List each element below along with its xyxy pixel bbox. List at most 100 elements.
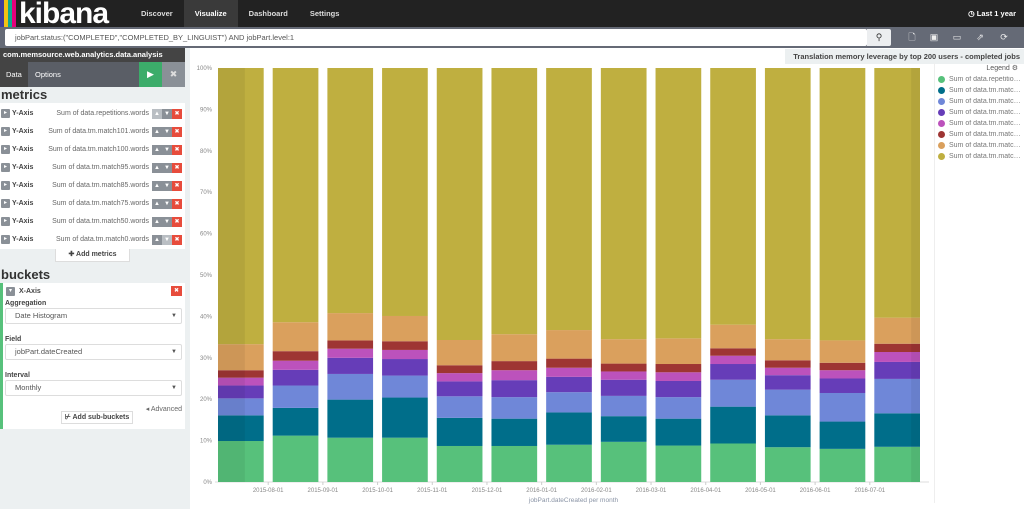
move-down-icon[interactable]: ▼: [162, 145, 172, 155]
bar-segment[interactable]: [382, 359, 428, 376]
bar-segment[interactable]: [764, 415, 811, 448]
bar-segment[interactable]: [327, 313, 374, 341]
search-button[interactable]: ⚲: [867, 29, 891, 46]
bar-segment[interactable]: [874, 361, 920, 379]
metric-row[interactable]: ▸ Y-Axis Sum of data.repetitions.words ▲…: [0, 105, 185, 123]
bar-segment[interactable]: [764, 375, 811, 390]
bar-segment[interactable]: [655, 338, 702, 365]
expand-icon[interactable]: ▸: [1, 127, 10, 136]
bar-segment[interactable]: [218, 68, 264, 345]
bar-segment[interactable]: [819, 448, 866, 482]
expand-icon[interactable]: ▸: [1, 235, 10, 244]
expand-icon[interactable]: ▸: [1, 109, 10, 118]
bar-segment[interactable]: [272, 360, 319, 370]
bar-segment[interactable]: [436, 365, 483, 374]
move-down-icon[interactable]: ▼: [162, 181, 172, 191]
bar-segment[interactable]: [382, 375, 428, 398]
bar-segment[interactable]: [600, 416, 647, 442]
discard-button[interactable]: ✖: [162, 62, 185, 87]
bar-segment[interactable]: [710, 348, 756, 356]
nav-settings[interactable]: Settings: [309, 9, 340, 18]
bar-segment[interactable]: [436, 373, 483, 382]
move-down-icon[interactable]: ▼: [162, 109, 172, 119]
expand-icon[interactable]: ▸: [1, 145, 10, 154]
bar-segment[interactable]: [272, 407, 319, 436]
bar-segment[interactable]: [327, 373, 374, 400]
timepicker[interactable]: ◷ Last 1 year: [968, 0, 1016, 27]
remove-metric-icon[interactable]: ✖: [172, 163, 182, 173]
bar-segment[interactable]: [874, 352, 920, 362]
metric-row[interactable]: ▸ Y-Axis Sum of data.tm.match75.words ▲ ▼…: [0, 195, 185, 213]
metric-row[interactable]: ▸ Y-Axis Sum of data.tm.match101.words ▲…: [0, 123, 185, 141]
move-down-icon[interactable]: ▼: [162, 235, 172, 245]
bar-segment[interactable]: [655, 445, 702, 482]
interval-select[interactable]: Monthly ▼: [5, 380, 182, 396]
bar-segment[interactable]: [546, 376, 592, 393]
tab-options[interactable]: Options: [35, 70, 61, 79]
move-down-icon[interactable]: ▼: [162, 217, 172, 227]
bar-segment[interactable]: [327, 357, 374, 374]
bar-segment[interactable]: [491, 397, 538, 419]
query-input[interactable]: jobPart.status:("COMPLETED","COMPLETED_B…: [5, 29, 867, 46]
add-metrics-button[interactable]: ✚ Add metrics: [55, 249, 130, 262]
bar-segment[interactable]: [218, 441, 264, 482]
bar-segment[interactable]: [272, 385, 319, 408]
move-up-icon[interactable]: ▲: [152, 127, 162, 137]
metric-row[interactable]: ▸ Y-Axis Sum of data.tm.match85.words ▲ ▼…: [0, 177, 185, 195]
bar-segment[interactable]: [819, 68, 866, 341]
bar-segment[interactable]: [655, 372, 702, 381]
bar-segment[interactable]: [710, 364, 756, 380]
legend-item[interactable]: Sum of data.tm.match50.words: [935, 140, 1024, 151]
remove-metric-icon[interactable]: ✖: [172, 145, 182, 155]
bar-segment[interactable]: [764, 389, 811, 416]
legend-item[interactable]: Sum of data.repetitions.words: [935, 74, 1024, 85]
bar-segment[interactable]: [819, 370, 866, 379]
bar-segment[interactable]: [710, 68, 756, 325]
bar-segment[interactable]: [272, 351, 319, 361]
bar-segment[interactable]: [382, 68, 428, 316]
nav-visualize[interactable]: Visualize: [183, 0, 238, 27]
move-up-icon[interactable]: ▲: [152, 109, 162, 119]
move-up-icon[interactable]: ▲: [152, 235, 162, 245]
bar-segment[interactable]: [491, 418, 538, 446]
bar-segment[interactable]: [710, 443, 756, 482]
add-sub-buckets-button[interactable]: ⊬ Add sub-buckets: [61, 411, 133, 424]
bar-segment[interactable]: [546, 444, 592, 482]
move-up-icon[interactable]: ▲: [152, 145, 162, 155]
bar-segment[interactable]: [764, 339, 811, 361]
nav-discover[interactable]: Discover: [141, 9, 173, 18]
bar-segment[interactable]: [436, 417, 483, 446]
bar-segment[interactable]: [272, 369, 319, 386]
bar-segment[interactable]: [764, 360, 811, 368]
bar-segment[interactable]: [327, 340, 374, 349]
bar-segment[interactable]: [600, 379, 647, 396]
bar-segment[interactable]: [491, 380, 538, 398]
bar-segment[interactable]: [491, 370, 538, 381]
bar-segment[interactable]: [600, 339, 647, 364]
bar-segment[interactable]: [272, 435, 319, 482]
bar-segment[interactable]: [600, 395, 647, 417]
bar-segment[interactable]: [436, 445, 483, 482]
metric-row[interactable]: ▸ Y-Axis Sum of data.tm.match100.words ▲…: [0, 141, 185, 159]
bar-segment[interactable]: [655, 364, 702, 373]
remove-metric-icon[interactable]: ✖: [172, 109, 182, 119]
bar-segment[interactable]: [764, 367, 811, 376]
move-up-icon[interactable]: ▲: [152, 163, 162, 173]
bar-segment[interactable]: [436, 396, 483, 418]
bar-segment[interactable]: [710, 406, 756, 444]
bar-segment[interactable]: [491, 68, 538, 335]
bar-segment[interactable]: [272, 322, 319, 352]
remove-metric-icon[interactable]: ✖: [172, 217, 182, 227]
bar-segment[interactable]: [491, 361, 538, 371]
bar-segment[interactable]: [546, 68, 592, 331]
collapse-toggle[interactable]: ▾: [6, 287, 15, 296]
move-up-icon[interactable]: ▲: [152, 199, 162, 209]
bar-segment[interactable]: [874, 378, 920, 414]
bar-segment[interactable]: [655, 418, 702, 446]
bar-segment[interactable]: [436, 381, 483, 397]
bar-segment[interactable]: [491, 334, 538, 362]
field-select[interactable]: jobPart.dateCreated ▼: [5, 344, 182, 360]
bar-segment[interactable]: [600, 441, 647, 482]
move-down-icon[interactable]: ▼: [162, 163, 172, 173]
move-up-icon[interactable]: ▲: [152, 181, 162, 191]
